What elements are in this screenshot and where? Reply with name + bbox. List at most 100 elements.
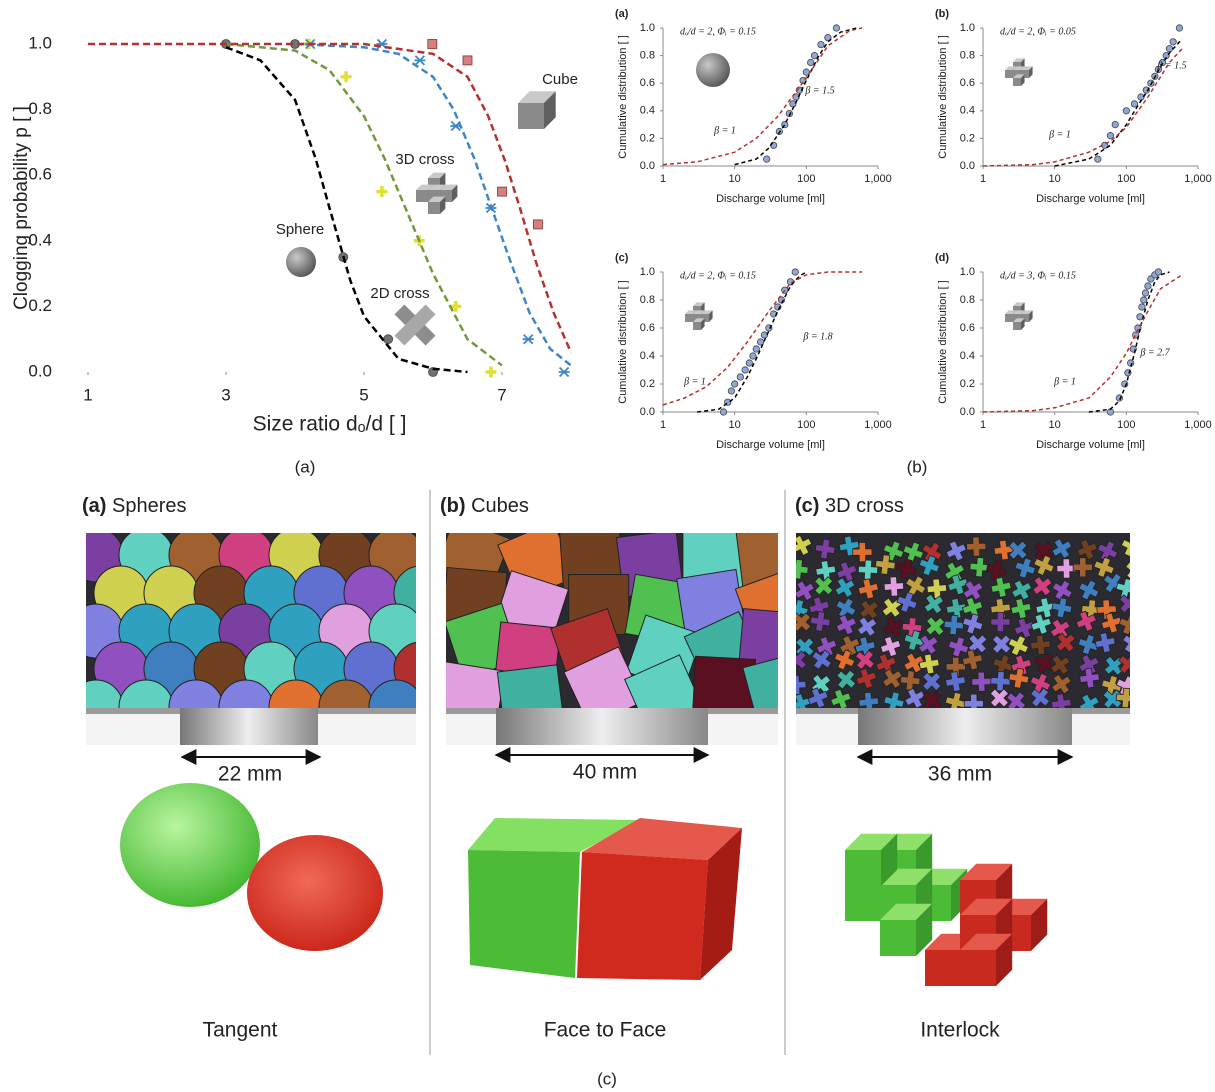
cube-face: [577, 852, 708, 980]
particle-image: [446, 533, 778, 745]
block-top: [428, 196, 446, 202]
particle: [835, 614, 857, 636]
y-tick-label: 0.6: [640, 77, 655, 89]
particle: [966, 536, 987, 557]
particle: [1115, 577, 1130, 600]
fit-line: [982, 274, 1183, 413]
block-front: [880, 920, 916, 956]
point: [1141, 289, 1150, 297]
y-tick-label: 0.2: [960, 378, 975, 390]
particle: [796, 580, 815, 602]
block-top: [1021, 66, 1033, 70]
particle: [903, 652, 925, 674]
particle: [1072, 557, 1093, 578]
block-front: [960, 950, 996, 986]
particle: [962, 579, 984, 601]
size-label: 22 mm: [218, 763, 282, 786]
sphere-icon: [696, 53, 730, 87]
panel-label: (b): [440, 495, 466, 517]
particle: [1051, 673, 1072, 695]
y-tick-label: 0.0: [960, 160, 975, 172]
x-tick-label: 1,000: [864, 173, 892, 185]
block-side: [881, 833, 898, 886]
point: [1106, 132, 1115, 140]
block-top: [693, 302, 705, 306]
particle: [839, 634, 861, 657]
particle: [1094, 632, 1116, 654]
y-tick-label: 1.0: [960, 22, 975, 34]
particle: [855, 667, 877, 690]
series-label: Cube: [542, 71, 578, 88]
point: [1158, 58, 1167, 67]
y-tick-label: 0.2: [640, 378, 655, 390]
block-front: [693, 322, 701, 330]
block-top: [1013, 302, 1025, 306]
panel-label: (c): [795, 495, 819, 517]
x-tick-label: 10: [729, 419, 741, 431]
y-tick-label: 0.6: [640, 322, 655, 334]
x-tick-label: 1,000: [1184, 419, 1212, 431]
y-tick-label: 0.8: [640, 50, 655, 62]
particle: [905, 575, 927, 597]
particle: [796, 534, 813, 556]
point: [532, 219, 543, 230]
particle: [883, 691, 905, 713]
particle: [852, 542, 873, 563]
fit-line: [734, 27, 857, 166]
particle: [925, 616, 946, 637]
point: [340, 71, 352, 83]
point: [1140, 296, 1148, 304]
x-tick-label: 1,000: [864, 419, 892, 431]
contact-label: Tangent: [203, 1019, 278, 1042]
particle: [1050, 654, 1071, 676]
x-tick-label: 100: [1117, 173, 1135, 185]
particle: [989, 688, 1010, 708]
particle: [1118, 593, 1130, 614]
y-tick-label: 0.2: [28, 296, 52, 315]
point: [1154, 268, 1162, 276]
block-side: [452, 184, 458, 202]
particle: [1011, 579, 1033, 601]
point: [1130, 100, 1139, 108]
point: [1094, 155, 1102, 163]
particle: [1029, 672, 1052, 694]
block-top: [416, 184, 434, 190]
particle: [796, 637, 815, 657]
block-side: [440, 196, 446, 214]
x-tick-label: 1: [83, 385, 92, 404]
particle: [879, 635, 902, 658]
particle: [947, 636, 970, 658]
block-top: [693, 310, 705, 314]
point: [1175, 24, 1183, 32]
particle: [809, 611, 831, 632]
block-top: [1013, 66, 1025, 70]
particle: [1032, 576, 1053, 597]
point: [1115, 394, 1123, 402]
particle: [811, 649, 832, 670]
point: [760, 331, 769, 339]
block-front: [845, 850, 881, 886]
particle: [796, 612, 812, 632]
fit-line: [1054, 38, 1183, 167]
point: [832, 24, 841, 32]
particle: [1051, 538, 1073, 559]
series-label: β = 1: [713, 125, 736, 136]
particle: [921, 541, 943, 563]
point: [736, 373, 744, 381]
block-front: [428, 202, 440, 214]
particle: [922, 671, 942, 692]
block-side: [1029, 66, 1033, 78]
particle: [796, 674, 807, 696]
particle: [854, 649, 876, 671]
y-tick-label: 0.2: [960, 132, 975, 144]
point: [1111, 121, 1119, 129]
series-label: β = 2.7: [1139, 347, 1170, 358]
point: [1137, 93, 1145, 101]
block-side: [916, 903, 933, 956]
particle: [923, 593, 945, 615]
particle: [1055, 632, 1076, 653]
point: [462, 55, 473, 66]
point: [810, 51, 819, 60]
point: [817, 40, 825, 49]
